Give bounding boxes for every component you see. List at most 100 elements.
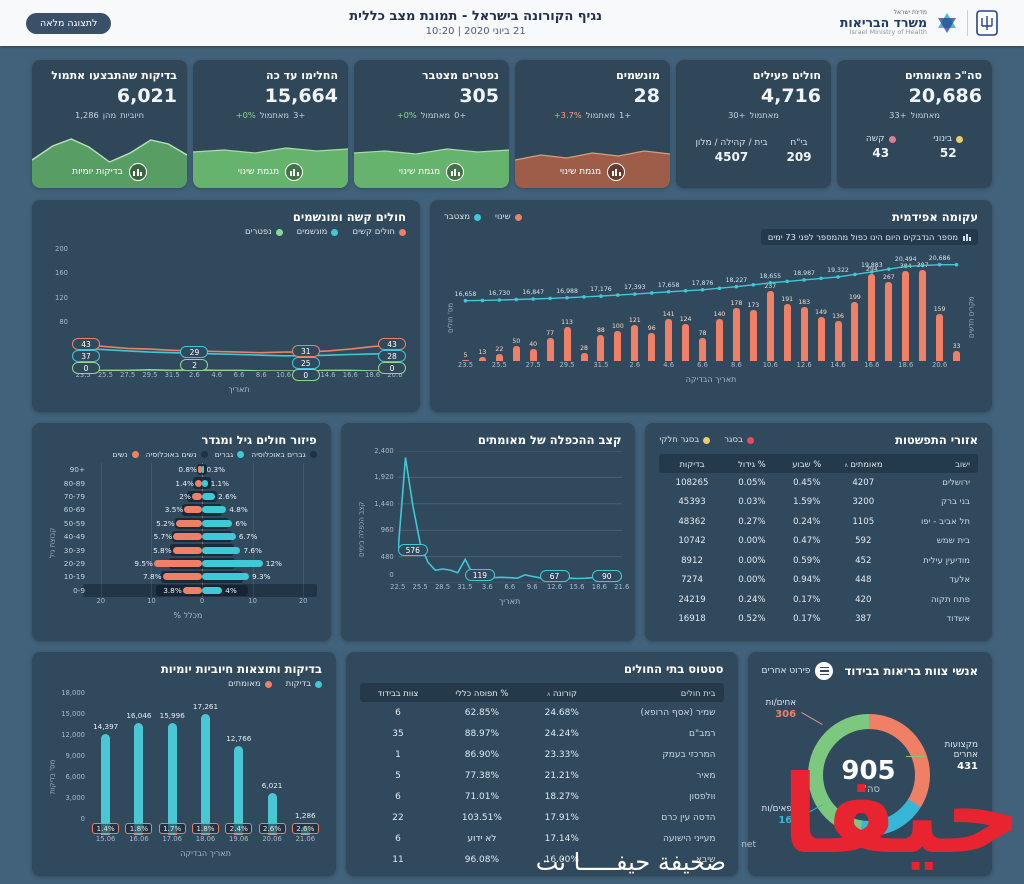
epidemic-bar[interactable] bbox=[766, 290, 774, 361]
men-bar[interactable] bbox=[202, 586, 223, 594]
women-bar[interactable] bbox=[182, 586, 202, 594]
tests-bar[interactable] bbox=[234, 745, 244, 835]
men-bar[interactable] bbox=[202, 533, 236, 541]
epidemic-bar[interactable] bbox=[478, 357, 486, 361]
legend-item[interactable]: נשים bbox=[112, 450, 139, 459]
table-row[interactable]: אשדוד 387 0.17% 0.52% 16918 bbox=[678, 614, 970, 625]
table-row[interactable]: ירושלים 4207 0.45% 0.05% 108265 bbox=[675, 477, 970, 488]
tests-bar[interactable] bbox=[167, 723, 177, 835]
table-row[interactable]: פתח תקוה 420 0.17% 0.24% 24219 bbox=[678, 594, 970, 605]
table-row[interactable]: אלעד 448 0.94% 0.00% 7274 bbox=[681, 575, 970, 586]
table-row[interactable]: וולפסון 18.27% 71.01% 6 bbox=[395, 791, 716, 802]
epidemic-bar[interactable] bbox=[715, 319, 723, 361]
table-row[interactable]: רמב"ם 24.24% 88.97% 35 bbox=[392, 728, 716, 739]
bar-value-label: 149 bbox=[815, 308, 827, 316]
table-row[interactable]: שמיר (אסף הרופא) 24.68% 62.85% 6 bbox=[395, 707, 716, 718]
panel-age-gender: פיזור חולים גיל ומגדר גברים באוכלוסיה גבר… bbox=[32, 423, 331, 641]
legend-item[interactable]: מונשמים bbox=[297, 227, 339, 237]
table-row[interactable]: מעייני הישועה 17.14% לא ידוע 6 bbox=[395, 833, 716, 844]
women-bar[interactable] bbox=[197, 466, 202, 474]
epidemic-bar[interactable] bbox=[529, 349, 537, 361]
table-row[interactable]: המרכזי בעמק 23.33% 86.90% 1 bbox=[395, 749, 716, 760]
legend-item[interactable]: נשים באוכלוסיה bbox=[146, 450, 208, 459]
full-view-button[interactable]: לתצוגה מלאה bbox=[26, 12, 112, 34]
women-bar[interactable] bbox=[153, 560, 202, 567]
column-header[interactable]: בית חולים bbox=[680, 687, 716, 698]
column-header[interactable]: צוות בבידוד bbox=[377, 687, 419, 698]
legend-item[interactable]: בסגר bbox=[724, 435, 754, 445]
men-bar[interactable] bbox=[202, 573, 250, 581]
epidemic-bar[interactable] bbox=[631, 325, 639, 361]
epidemic-bar[interactable] bbox=[732, 308, 740, 361]
men-bar[interactable] bbox=[202, 493, 216, 500]
epidemic-bar[interactable] bbox=[919, 269, 927, 361]
legend-item[interactable]: מצטבר bbox=[444, 212, 482, 222]
men-bar[interactable] bbox=[202, 519, 233, 527]
epidemic-bar[interactable] bbox=[851, 301, 859, 361]
epidemic-bar[interactable] bbox=[953, 351, 961, 361]
table-row[interactable]: מודיעין עילית 452 0.59% 0.00% 8912 bbox=[681, 555, 970, 566]
column-header[interactable]: ישוב bbox=[955, 458, 970, 469]
legend-item[interactable]: שינוי bbox=[495, 212, 522, 222]
epidemic-bar[interactable] bbox=[580, 352, 588, 361]
legend-item[interactable]: גברים bbox=[215, 450, 245, 459]
column-header[interactable]: קורונה∧ bbox=[546, 687, 577, 698]
epidemic-bar[interactable] bbox=[665, 319, 673, 361]
column-header[interactable]: % גידול bbox=[738, 458, 766, 469]
epidemic-bar[interactable] bbox=[495, 354, 503, 361]
epidemic-bar[interactable] bbox=[648, 332, 656, 361]
women-bar[interactable] bbox=[162, 573, 202, 581]
table-row[interactable]: תל אביב - יפו 1105 0.24% 0.27% 48362 bbox=[678, 516, 970, 527]
tests-bar[interactable] bbox=[267, 792, 277, 835]
epidemic-bar[interactable] bbox=[699, 337, 707, 361]
column-header[interactable]: % שבוע bbox=[792, 458, 822, 469]
men-bar[interactable] bbox=[202, 466, 204, 474]
column-header[interactable]: מאומתים∧ bbox=[843, 458, 883, 469]
epidemic-bar[interactable] bbox=[546, 338, 554, 361]
legend-item[interactable]: חולים קשים bbox=[352, 227, 406, 237]
column-header[interactable]: בדיקות bbox=[679, 458, 705, 469]
legend-item[interactable]: מאומתים bbox=[228, 679, 272, 689]
epidemic-bar[interactable] bbox=[868, 273, 876, 361]
epidemic-bar[interactable] bbox=[936, 313, 944, 361]
tests-bar[interactable] bbox=[101, 734, 111, 835]
women-bar[interactable] bbox=[173, 533, 202, 541]
men-bar[interactable] bbox=[202, 506, 227, 514]
epidemic-bar[interactable] bbox=[614, 331, 622, 361]
epidemic-bar[interactable] bbox=[563, 327, 571, 361]
women-bar[interactable] bbox=[184, 506, 202, 514]
men-bar[interactable] bbox=[202, 560, 263, 567]
legend-item[interactable]: בסגר חלקי bbox=[659, 435, 711, 445]
epidemic-bar[interactable] bbox=[512, 346, 520, 361]
table-row[interactable]: בני ברק 3200 1.59% 0.03% 45393 bbox=[678, 497, 970, 508]
epidemic-bar[interactable] bbox=[597, 334, 605, 361]
women-bar[interactable] bbox=[194, 479, 202, 487]
epidemic-bar[interactable] bbox=[817, 316, 825, 361]
column-header[interactable]: % תפוסה כללי bbox=[455, 687, 509, 698]
men-bar[interactable] bbox=[202, 546, 241, 554]
women-bar[interactable] bbox=[191, 493, 202, 500]
legend-item[interactable]: נפטרים bbox=[245, 227, 283, 237]
men-bar[interactable] bbox=[202, 479, 208, 487]
epidemic-bar[interactable] bbox=[885, 281, 893, 361]
epidemic-bar[interactable] bbox=[902, 270, 910, 361]
legend-item[interactable]: בדיקות bbox=[286, 679, 323, 689]
others-detail-button[interactable]: פירוט אחרים bbox=[762, 662, 834, 680]
women-bar[interactable] bbox=[172, 546, 202, 554]
legend-item[interactable]: גברים באוכלוסיה bbox=[251, 450, 317, 459]
women-value-label: 7.8% bbox=[142, 572, 162, 582]
table-row[interactable]: מאיר 21.21% 77.38% 5 bbox=[395, 770, 716, 781]
staff-donut-chart[interactable] bbox=[807, 714, 930, 836]
epidemic-bar[interactable] bbox=[783, 304, 791, 361]
tests-bar[interactable] bbox=[134, 722, 144, 835]
epidemic-bar[interactable] bbox=[461, 359, 469, 361]
table-row[interactable]: בית שמש 592 0.47% 0.00% 10742 bbox=[678, 536, 970, 547]
epidemic-bar[interactable] bbox=[749, 309, 757, 361]
table-row[interactable]: שיבא 16.00% 96.08% 11 bbox=[392, 854, 716, 865]
epidemic-bar[interactable] bbox=[834, 320, 842, 361]
tests-bar[interactable] bbox=[201, 714, 210, 835]
table-row[interactable]: הדסה עין כרם 17.91% 103.51% 22 bbox=[392, 812, 716, 823]
epidemic-bar[interactable] bbox=[682, 324, 690, 361]
epidemic-bar[interactable] bbox=[800, 306, 808, 361]
women-bar[interactable] bbox=[175, 519, 202, 527]
